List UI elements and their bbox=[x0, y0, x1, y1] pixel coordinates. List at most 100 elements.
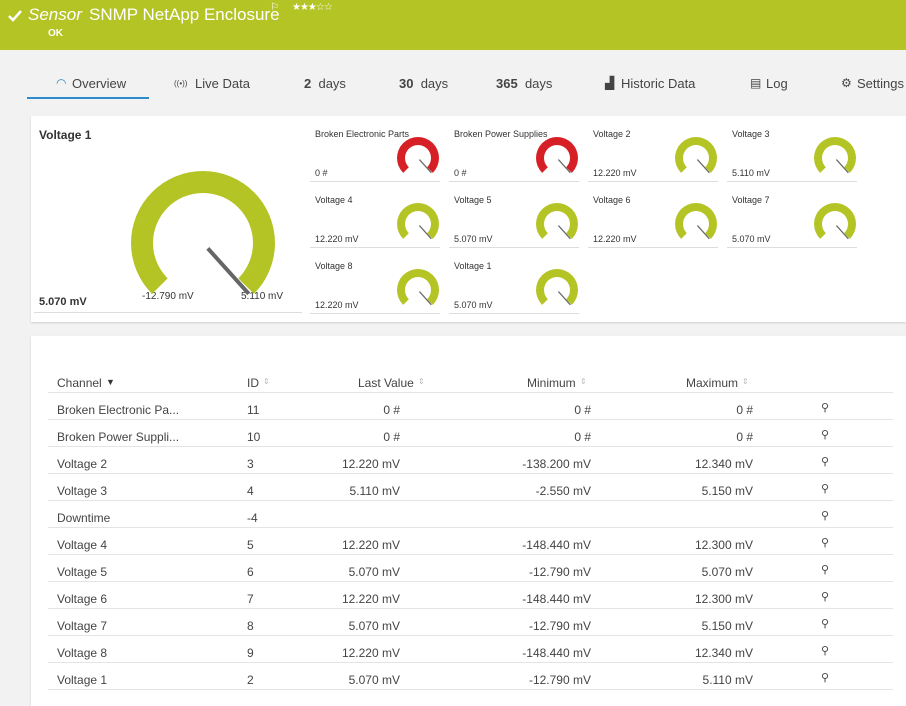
small-gauge[interactable]: Voltage 7 5.070 mV bbox=[727, 191, 857, 248]
tab[interactable]: 2 days bbox=[304, 76, 346, 91]
cell: -2.550 mV bbox=[535, 484, 591, 498]
cell: -148.440 mV bbox=[522, 646, 591, 660]
cell: -12.790 mV bbox=[528, 673, 591, 687]
cell: 5.070 mV bbox=[348, 565, 400, 579]
cell: -138.200 mV bbox=[522, 457, 591, 471]
settings-icon[interactable]: ⚲ bbox=[821, 510, 830, 522]
settings-icon[interactable]: ⚲ bbox=[821, 483, 830, 495]
small-gauge[interactable]: Voltage 8 12.220 mV bbox=[310, 257, 440, 314]
gauge-needle bbox=[206, 247, 251, 296]
cell: 4 bbox=[247, 484, 254, 498]
row-line bbox=[48, 554, 893, 555]
tab[interactable]: Overview bbox=[72, 76, 126, 91]
column-header[interactable]: Channel bbox=[57, 376, 102, 390]
gauge-dial bbox=[397, 137, 439, 174]
small-gauge[interactable]: Voltage 6 12.220 mV bbox=[588, 191, 718, 248]
tab-icon: ◠ bbox=[56, 76, 67, 90]
tab[interactable]: 30 days bbox=[399, 76, 448, 91]
gauge-title: Voltage 3 bbox=[732, 129, 770, 139]
cell: 5.070 mV bbox=[701, 565, 753, 579]
gauge-dial bbox=[536, 203, 578, 240]
gauge-arc bbox=[814, 137, 856, 173]
tab[interactable]: Log bbox=[766, 76, 788, 91]
tab[interactable]: Historic Data bbox=[621, 76, 695, 91]
cell: 12.300 mV bbox=[694, 592, 753, 606]
gauge-arc bbox=[675, 137, 717, 173]
small-gauge[interactable]: Voltage 1 5.070 mV bbox=[449, 257, 579, 314]
settings-icon[interactable]: ⚲ bbox=[821, 672, 830, 684]
gauge-title: Broken Power Supplies bbox=[454, 129, 548, 139]
tab-label: Overview bbox=[72, 76, 127, 91]
cell: Downtime bbox=[57, 511, 111, 525]
column-header[interactable]: Last Value bbox=[358, 376, 414, 390]
gauge-needle bbox=[418, 159, 432, 174]
tab-label: days bbox=[318, 76, 346, 91]
tab-label: Historic Data bbox=[621, 76, 696, 91]
gauge-title: Voltage 2 bbox=[593, 129, 631, 139]
tab-number: 2 bbox=[304, 76, 312, 91]
column-header[interactable]: Maximum bbox=[686, 376, 739, 390]
gauge-dial bbox=[536, 269, 578, 306]
cell: 12.220 mV bbox=[341, 592, 400, 606]
gauge-dial bbox=[814, 203, 856, 240]
status: OK bbox=[48, 28, 63, 39]
settings-icon[interactable]: ⚲ bbox=[821, 456, 830, 468]
row-line bbox=[48, 473, 893, 474]
gauge-dial bbox=[675, 137, 717, 174]
gauge-title: Broken Electronic Parts bbox=[315, 129, 410, 139]
cell: 8 bbox=[247, 619, 254, 633]
tab-icon: ▤ bbox=[750, 76, 762, 90]
settings-icon[interactable]: ⚲ bbox=[821, 591, 830, 603]
settings-icon[interactable]: ⚲ bbox=[821, 537, 830, 549]
header: Sensor SNMP NetApp Enclosure ⚐ ★★★☆☆ OK bbox=[0, 0, 906, 50]
cell: 6 bbox=[247, 565, 254, 579]
settings-icon[interactable]: ⚲ bbox=[821, 402, 830, 414]
gauge-needle bbox=[835, 159, 849, 174]
column-header[interactable]: Minimum bbox=[527, 376, 576, 390]
gauge-title: Voltage 4 bbox=[315, 195, 353, 205]
tab[interactable]: 365 days bbox=[496, 76, 552, 91]
cell: 9 bbox=[247, 646, 254, 660]
gauge-value: 0 # bbox=[315, 168, 328, 178]
tab[interactable]: Live Data bbox=[195, 76, 250, 91]
tab-number: 365 bbox=[496, 76, 518, 91]
small-gauge[interactable]: Voltage 5 5.070 mV bbox=[449, 191, 579, 248]
small-gauge[interactable]: Broken Electronic Parts 0 # bbox=[310, 125, 440, 182]
small-gauge[interactable]: Voltage 3 5.110 mV bbox=[727, 125, 857, 182]
gauge-dial bbox=[397, 203, 439, 240]
gauge-arc bbox=[536, 137, 578, 173]
cell: -12.790 mV bbox=[528, 565, 591, 579]
gauge-arc bbox=[536, 203, 578, 239]
small-gauge[interactable]: Voltage 4 12.220 mV bbox=[310, 191, 440, 248]
flag-icon[interactable]: ⚐ bbox=[270, 2, 279, 13]
cell: 0 # bbox=[383, 403, 400, 417]
main-gauge-min: -12.790 mV bbox=[142, 291, 194, 302]
cell: Voltage 8 bbox=[57, 646, 108, 660]
priority-stars[interactable]: ★★★☆☆ bbox=[292, 2, 333, 13]
gauge-value: 5.070 mV bbox=[454, 234, 493, 244]
cell: 0 # bbox=[383, 430, 400, 444]
settings-icon[interactable]: ⚲ bbox=[821, 564, 830, 576]
gauge-value: 5.070 mV bbox=[732, 234, 771, 244]
tab[interactable]: Settings bbox=[857, 76, 904, 91]
gauge-needle bbox=[557, 291, 571, 306]
gauge-title: Voltage 6 bbox=[593, 195, 631, 205]
cell: Voltage 5 bbox=[57, 565, 108, 579]
cell: Voltage 1 bbox=[57, 673, 108, 687]
cell: 0 # bbox=[574, 403, 591, 417]
settings-icon[interactable]: ⚲ bbox=[821, 618, 830, 630]
gauge-title: Voltage 7 bbox=[732, 195, 770, 205]
table-panel bbox=[31, 336, 906, 706]
settings-icon[interactable]: ⚲ bbox=[821, 429, 830, 441]
small-gauge[interactable]: Broken Power Supplies 0 # bbox=[449, 125, 579, 182]
row-line bbox=[48, 500, 893, 501]
small-gauge[interactable]: Voltage 2 12.220 mV bbox=[588, 125, 718, 182]
settings-icon[interactable]: ⚲ bbox=[821, 645, 830, 657]
column-header[interactable]: ID bbox=[247, 376, 259, 390]
sort-icon: ⇕ bbox=[263, 377, 270, 386]
cell: -148.440 mV bbox=[522, 592, 591, 606]
cell: 0 # bbox=[574, 430, 591, 444]
tab-label: Log bbox=[766, 76, 788, 91]
cell: 5.110 mV bbox=[702, 673, 753, 687]
cell: 12.340 mV bbox=[694, 646, 753, 660]
